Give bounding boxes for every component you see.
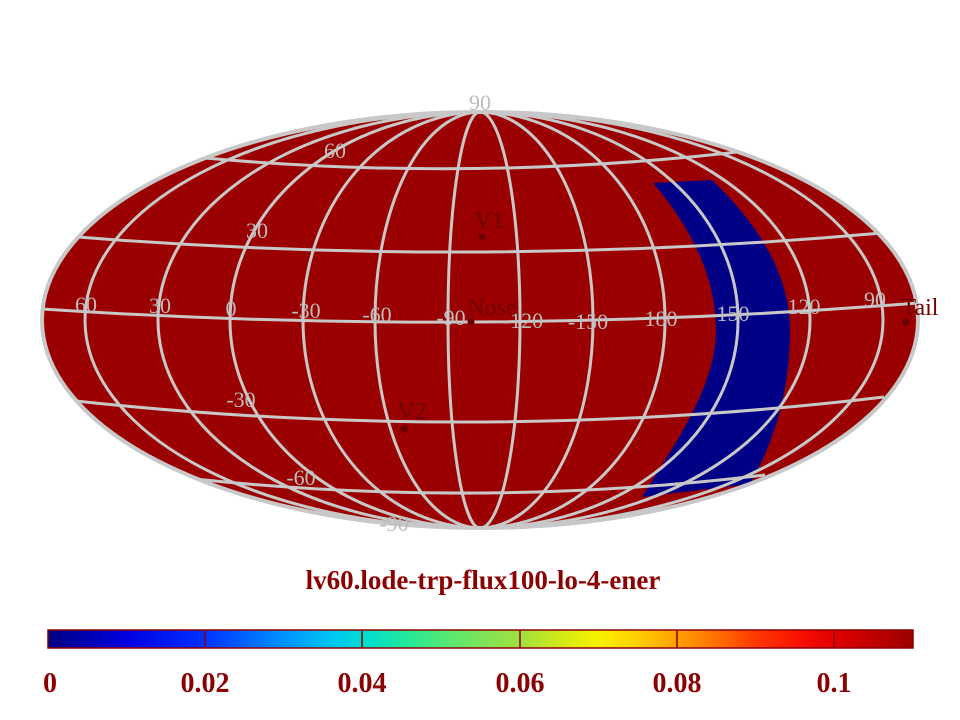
meridian-4 bbox=[301, 112, 481, 528]
latitude-labels: 90 60 30 -30 -60 -90 bbox=[226, 90, 491, 536]
colorbar-tick-labels: 0 0.02 0.04 0.06 0.08 0.1 bbox=[43, 668, 852, 699]
colorbar-tick-0: 0 bbox=[43, 668, 57, 699]
meridian-11 bbox=[479, 112, 812, 528]
lon-label-minus30: -30 bbox=[291, 298, 320, 323]
meridian-7 bbox=[479, 112, 522, 528]
meridian-8 bbox=[479, 112, 595, 528]
marker-dot-tail bbox=[902, 318, 910, 326]
longitude-labels: 60 30 0 -30 -60 -90 -120 -150 180 150 12… bbox=[75, 287, 886, 334]
figure-title: lv60.lode-trp-flux100-lo-4-ener bbox=[306, 565, 661, 595]
lon-label-minus120: -120 bbox=[503, 308, 543, 333]
marker-dot-nose bbox=[467, 318, 475, 326]
meridian-5 bbox=[373, 112, 481, 528]
lon-label-150: 150 bbox=[717, 301, 750, 326]
meridian-1 bbox=[83, 112, 481, 528]
parallel-30 bbox=[77, 231, 883, 254]
parallel-60 bbox=[204, 148, 756, 171]
crescent-low-value-region bbox=[642, 180, 790, 497]
lon-label-minus150: -150 bbox=[568, 309, 608, 334]
meridian-10 bbox=[479, 112, 740, 528]
lon-label-minus90: -90 bbox=[436, 305, 465, 330]
marker-dot-v2 bbox=[400, 425, 408, 433]
colorbar-tick-0.1: 0.1 bbox=[817, 668, 852, 699]
lat-label-60: 60 bbox=[324, 138, 346, 163]
lat-label-minus90: -90 bbox=[379, 511, 408, 536]
graticule-meridians bbox=[83, 112, 885, 528]
meridian-2 bbox=[156, 112, 481, 528]
colorbar-gradient bbox=[48, 630, 913, 648]
colorbar-tick-0.08: 0.08 bbox=[653, 668, 702, 699]
meridian-12 bbox=[479, 112, 885, 528]
lon-label-minus60: -60 bbox=[362, 302, 391, 327]
colorbar-border bbox=[47, 629, 914, 649]
colorbar-tick-0.04: 0.04 bbox=[338, 668, 387, 699]
map-outline bbox=[40, 110, 920, 530]
marker-label-v2: V2 bbox=[397, 399, 426, 425]
lon-label-90: 90 bbox=[864, 287, 886, 312]
marker-label-v1: V1 bbox=[474, 208, 503, 234]
lat-label-30: 30 bbox=[246, 218, 268, 243]
direction-markers: V1 Nose V2 Tail bbox=[397, 208, 939, 433]
colorbar-tick-0.02: 0.02 bbox=[181, 668, 230, 699]
lon-label-180: 180 bbox=[645, 306, 678, 331]
marker-label-nose: Nose bbox=[467, 295, 516, 321]
marker-label-tail: Tail bbox=[902, 295, 939, 321]
lat-label-minus30: -30 bbox=[226, 387, 255, 412]
map-area bbox=[42, 112, 918, 528]
meridian-3 bbox=[228, 112, 481, 528]
lat-label-90: 90 bbox=[469, 90, 491, 115]
meridian-6 bbox=[446, 112, 481, 528]
parallel-equator bbox=[42, 301, 918, 324]
lon-label-120: 120 bbox=[788, 294, 821, 319]
marker-dot-v1 bbox=[478, 233, 486, 241]
lat-label-minus60: -60 bbox=[286, 465, 315, 490]
lon-label-60: 60 bbox=[75, 292, 97, 317]
lon-label-30: 30 bbox=[149, 293, 171, 318]
meridian-9 bbox=[479, 112, 667, 528]
colorbar-tick-0.06: 0.06 bbox=[496, 668, 545, 699]
lon-label-0: 0 bbox=[226, 296, 237, 321]
colorbar: 0 0.02 0.04 0.06 0.08 0.1 bbox=[43, 629, 914, 699]
